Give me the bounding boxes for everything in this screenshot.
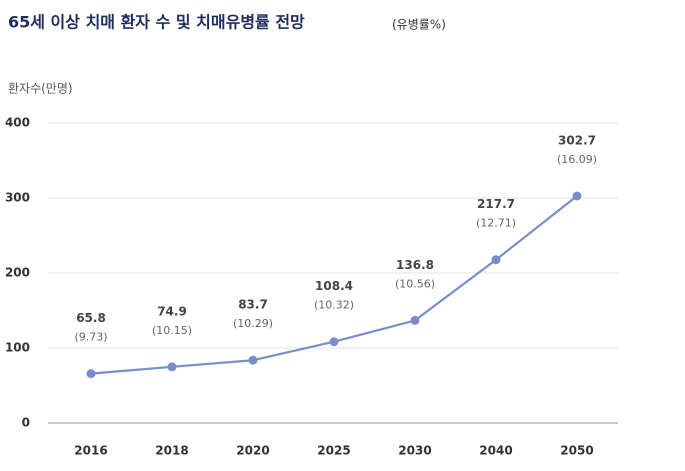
- y-tick-label: 300: [5, 191, 30, 205]
- x-tick-label: 2030: [398, 444, 431, 458]
- rate-label: (12.71): [476, 217, 516, 230]
- data-point: [86, 369, 96, 379]
- x-tick-label: 2025: [317, 444, 350, 458]
- rate-label: (16.09): [557, 153, 597, 166]
- rate-label: (10.29): [233, 317, 273, 330]
- rate-label: (9.73): [74, 331, 107, 344]
- data-point: [167, 362, 177, 372]
- data-point: [248, 355, 258, 365]
- y-tick-label: 200: [5, 266, 30, 280]
- y-axis-label: 환자수(만명): [8, 82, 73, 96]
- chart-title: 65세 이상 치매 환자 수 및 치매유병률 전망: [8, 13, 305, 32]
- x-tick-label: 2016: [74, 444, 107, 458]
- rate-label: (10.32): [314, 299, 354, 312]
- data-label: 108.4: [315, 279, 353, 293]
- data-label: 65.8: [76, 311, 106, 325]
- data-point: [572, 191, 582, 201]
- data-label: 136.8: [396, 258, 434, 272]
- x-tick-label: 2020: [236, 444, 269, 458]
- x-tick-label: 2040: [479, 444, 512, 458]
- y-tick-label: 0: [22, 416, 30, 430]
- rate-label: (10.56): [395, 277, 435, 290]
- x-tick-label: 2050: [560, 444, 593, 458]
- chart-subtitle: (유병률%): [392, 18, 446, 32]
- data-label: 217.7: [477, 197, 515, 211]
- y-tick-label: 100: [5, 341, 30, 355]
- data-point: [491, 255, 501, 265]
- data-point: [410, 315, 420, 325]
- data-label: 83.7: [238, 298, 268, 312]
- x-tick-label: 2018: [155, 444, 188, 458]
- y-tick-label: 400: [5, 116, 30, 130]
- data-point: [329, 337, 339, 347]
- data-label: 302.7: [558, 133, 596, 147]
- data-label: 74.9: [157, 304, 187, 318]
- rate-label: (10.15): [152, 324, 192, 337]
